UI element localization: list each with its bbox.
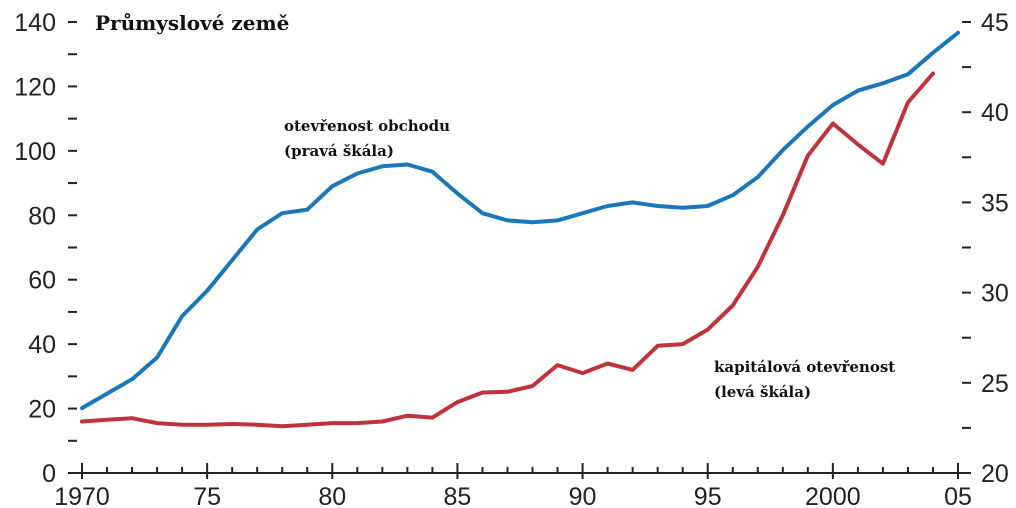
x-tick-label: 95: [694, 483, 722, 508]
series-label: otevřenost obchodu: [284, 117, 450, 135]
series-lines: [80, 30, 960, 429]
series-label: (levá škála): [714, 383, 811, 401]
series-label: kapitálová otevřenost: [714, 358, 895, 376]
y-right-tick-label: 25: [981, 370, 1009, 398]
x-tick-label: 2000: [805, 483, 861, 508]
x-tick-label: 85: [444, 483, 472, 508]
series-labels: otevřenost obchodu (pravá škála) kapitálov…: [284, 117, 895, 401]
y-left-tick-label: 140: [14, 9, 56, 37]
y-left-tick-label: 0: [42, 460, 56, 488]
y-right-tick-label: 35: [981, 189, 1009, 217]
y-right-tick-label: 40: [981, 99, 1009, 127]
y-left-tick-label: 120: [14, 73, 56, 101]
series-label: (pravá škála): [284, 142, 394, 160]
x-tick-label: 1970: [54, 483, 110, 508]
y-left-tick-label: 40: [28, 331, 56, 359]
y-right-tick-label: 30: [981, 280, 1009, 308]
y-left-tick-label: 100: [14, 138, 56, 166]
x-tick-label: 80: [318, 483, 346, 508]
y-left-tick-label: 60: [28, 267, 56, 295]
x-tick-label: 90: [569, 483, 597, 508]
series-line-otevřenost-obchodu: [80, 30, 960, 411]
chart-title: Průmyslové země: [95, 11, 289, 35]
x-tick-label: 05: [944, 483, 972, 508]
y-right-tick-label: 45: [981, 9, 1009, 37]
series-line-kapitálová-otevřenost: [80, 71, 935, 429]
y-right-tick-label: 20: [981, 460, 1009, 488]
x-tick-label: 75: [193, 483, 221, 508]
axes: 1970 75 80 85 90 95 2000 05 0 20 40 60 80 100 120 140 20…: [14, 9, 1009, 508]
y-left-tick-label: 20: [28, 396, 56, 424]
y-left-tick-label: 80: [28, 202, 56, 230]
